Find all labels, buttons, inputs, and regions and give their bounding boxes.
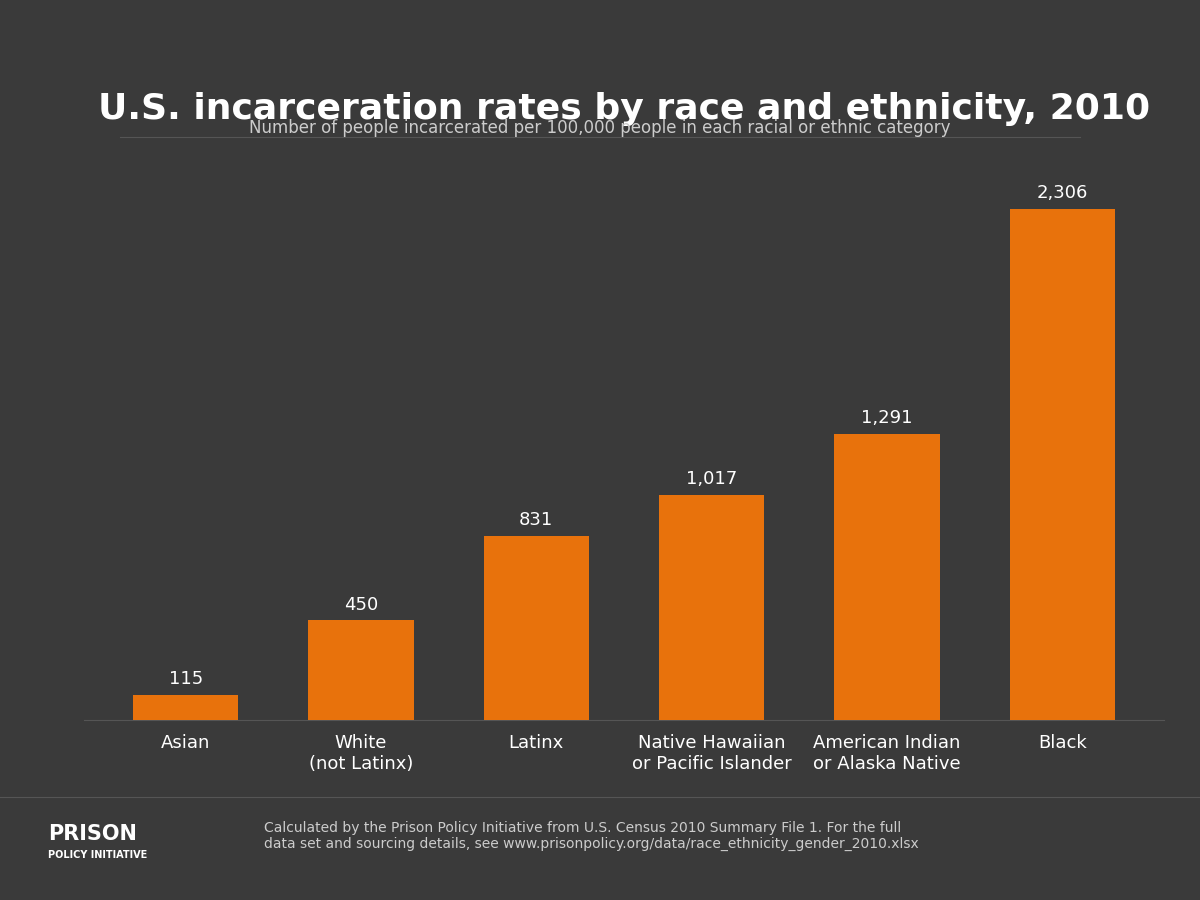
Bar	[484, 536, 589, 720]
Text: 2,306: 2,306	[1037, 184, 1088, 202]
Text: 115: 115	[168, 670, 203, 688]
Text: 1,291: 1,291	[862, 410, 913, 427]
Bar	[659, 495, 764, 720]
Text: Number of people incarcerated per 100,000 people in each racial or ethnic catego: Number of people incarcerated per 100,00…	[250, 119, 950, 137]
Text: 831: 831	[520, 511, 553, 529]
Bar	[308, 620, 414, 720]
Text: Calculated by the Prison Policy Initiative from U.S. Census 2010 Summary File 1.: Calculated by the Prison Policy Initiati…	[264, 821, 919, 851]
Text: POLICY INITIATIVE: POLICY INITIATIVE	[48, 850, 148, 860]
Text: 450: 450	[344, 596, 378, 614]
Bar	[133, 695, 239, 720]
Bar	[834, 434, 940, 720]
Text: PRISON: PRISON	[48, 824, 137, 843]
Bar	[1009, 209, 1115, 720]
Text: 1,017: 1,017	[686, 470, 737, 488]
Title: U.S. incarceration rates by race and ethnicity, 2010: U.S. incarceration rates by race and eth…	[98, 92, 1150, 126]
